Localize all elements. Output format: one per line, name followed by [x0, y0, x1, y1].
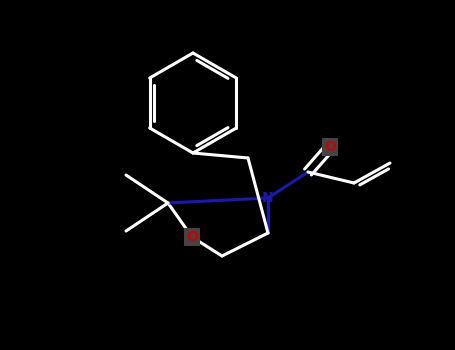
Text: O: O [186, 230, 198, 244]
Text: O: O [324, 140, 336, 154]
Text: N: N [262, 191, 274, 205]
